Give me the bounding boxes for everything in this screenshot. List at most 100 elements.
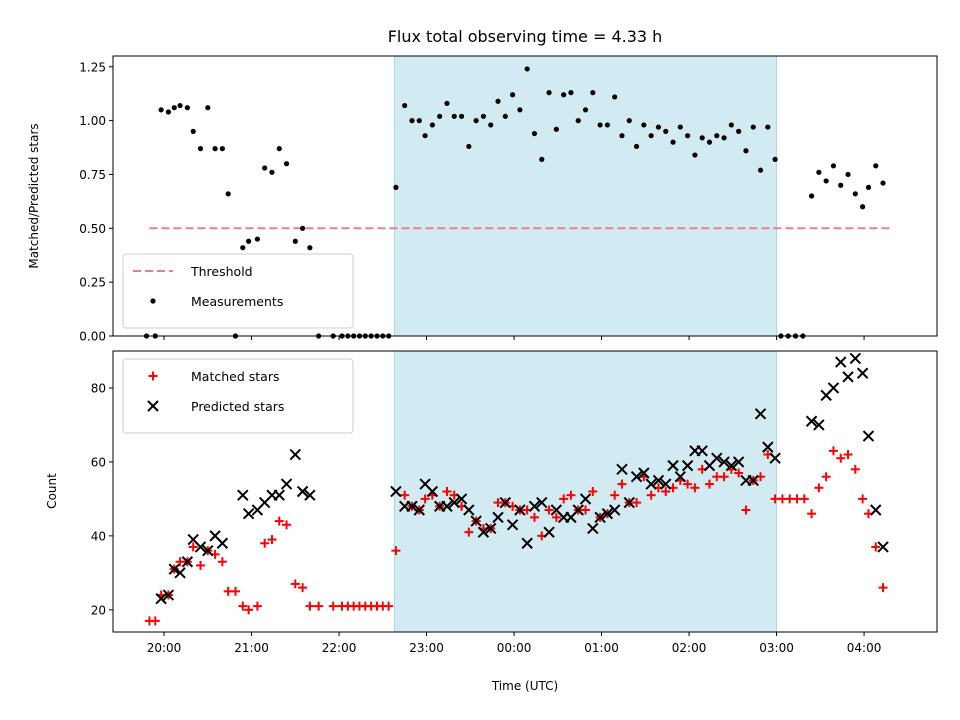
x-tick-label: 20:00 (147, 641, 182, 655)
data-point (216, 537, 229, 549)
data-point (458, 113, 465, 119)
data-point (858, 494, 868, 504)
data-point (741, 505, 751, 515)
data-point (696, 445, 708, 457)
y-tick-label: 80 (91, 381, 106, 395)
data-point (681, 459, 694, 472)
data-point (838, 182, 844, 188)
data-point (849, 352, 862, 365)
data-point (843, 450, 853, 460)
data-point (197, 146, 204, 152)
data-point (536, 496, 548, 509)
top-panel-plot: 0.00 0.25 0.50 0.75 1.00 1.25 Threshold Measure… (79, 55, 938, 344)
data-point (150, 616, 160, 626)
data-point (551, 512, 561, 522)
data-point (162, 589, 175, 601)
data-point (529, 512, 539, 522)
data-point (246, 238, 252, 244)
data-point (517, 107, 523, 113)
data-point (587, 522, 599, 535)
data-point (184, 105, 190, 111)
data-point (630, 471, 643, 483)
data-point (568, 90, 574, 96)
data-point (692, 152, 698, 158)
x-tick-label: 21:00 (234, 641, 269, 655)
data-point (830, 163, 837, 169)
data-point (655, 124, 662, 130)
data-point (314, 601, 324, 611)
data-point (451, 113, 457, 119)
data-point (390, 485, 402, 498)
data-point (878, 583, 888, 593)
data-point (400, 490, 410, 500)
legend-item: Predicted stars (147, 399, 284, 414)
data-point (413, 504, 425, 516)
data-point (219, 146, 225, 152)
data-point (384, 601, 394, 611)
legend-marker (150, 298, 156, 304)
x-tick-label: 00:00 (497, 641, 532, 655)
data-point (721, 135, 727, 141)
data-point (561, 92, 567, 98)
data-point (633, 143, 640, 150)
data-point (237, 489, 249, 501)
legend-item: Threshold (133, 264, 253, 279)
legend-item: Measurements (150, 294, 283, 309)
data-point (205, 105, 211, 111)
data-point (652, 474, 665, 487)
data-point (212, 146, 218, 152)
data-point (524, 66, 530, 72)
data-point (420, 494, 430, 504)
data-point (543, 526, 555, 538)
data-point (328, 601, 338, 611)
data-point (747, 474, 759, 487)
data-point (464, 527, 474, 537)
data-point (539, 156, 545, 162)
data-point (510, 92, 516, 98)
data-point (273, 489, 285, 501)
data-point (623, 496, 635, 509)
y-tick-label: 60 (91, 455, 106, 469)
data-point (298, 583, 308, 593)
data-point (546, 90, 552, 96)
data-point (835, 356, 847, 368)
data-point (544, 505, 554, 515)
data-point (685, 133, 691, 139)
data-point (217, 557, 227, 567)
data-point (477, 526, 490, 538)
data-point (619, 133, 625, 139)
data-point (616, 463, 628, 476)
data-point (660, 478, 672, 490)
x-tick-label: 03:00 (759, 641, 794, 655)
data-point (850, 464, 860, 474)
data-point (641, 122, 647, 128)
data-point (674, 471, 687, 483)
data-point (579, 493, 592, 505)
data-point (862, 430, 875, 442)
legend: Matched stars Predicted stars (122, 358, 354, 434)
data-point (416, 118, 422, 124)
data-point (267, 535, 277, 545)
data-point (188, 542, 198, 552)
data-point (177, 102, 183, 109)
x-tick-label: 04:00 (847, 641, 882, 655)
data-point (470, 515, 482, 527)
data-point (711, 452, 723, 464)
data-point (612, 94, 618, 100)
data-point (677, 124, 683, 130)
data-point (718, 456, 730, 468)
data-point (499, 496, 512, 509)
data-point (181, 556, 194, 568)
data-point (590, 90, 596, 96)
data-point (244, 605, 254, 615)
data-point (683, 479, 693, 489)
data-point (463, 504, 475, 516)
data-point (480, 113, 487, 119)
chart-title: Flux total observing time = 4.33 h (388, 27, 663, 46)
data-point (553, 126, 559, 132)
data-point (305, 601, 315, 611)
data-point (743, 148, 749, 154)
y-tick-label: 0.00 (79, 330, 106, 344)
data-point (813, 419, 825, 431)
